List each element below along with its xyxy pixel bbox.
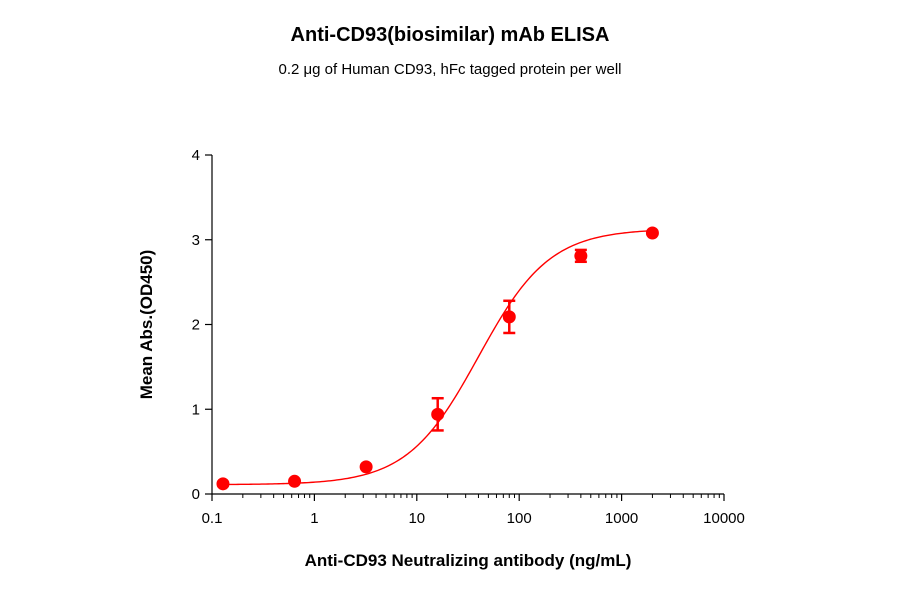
y-tick-label: 4	[192, 147, 200, 164]
y-axis: 0 1 2 3 4	[192, 147, 213, 503]
x-axis: 0.1 1 10 100 1000 10000	[202, 493, 745, 527]
series-layer	[216, 226, 659, 491]
data-point	[216, 477, 230, 491]
x-tick-label: 10000	[703, 510, 745, 527]
chart-title: Anti-CD93(biosimilar) mAb ELISA	[290, 24, 610, 46]
x-tick-label: 1000	[605, 510, 638, 527]
x-tick-label: 10	[408, 510, 425, 527]
data-point	[574, 249, 588, 263]
x-tick-label: 100	[507, 510, 532, 527]
data-point	[359, 460, 373, 474]
x-axis-title: Anti-CD93 Neutralizing antibody (ng/mL)	[305, 551, 632, 570]
data-point	[645, 226, 659, 240]
chart-subtitle: 0.2 μg of Human CD93, hFc tagged protein…	[278, 61, 622, 78]
y-tick-label: 3	[192, 232, 200, 249]
y-tick-label: 2	[192, 317, 200, 334]
x-tick-label: 0.1	[202, 510, 223, 527]
data-point	[502, 310, 516, 324]
data-point	[431, 407, 445, 421]
data-point	[288, 474, 302, 488]
fit-curve	[222, 229, 653, 486]
x-tick-label: 1	[310, 510, 318, 527]
y-tick-label: 1	[192, 401, 200, 418]
y-tick-label: 0	[192, 486, 200, 503]
y-axis-title: Mean Abs.(OD450)	[137, 250, 156, 400]
